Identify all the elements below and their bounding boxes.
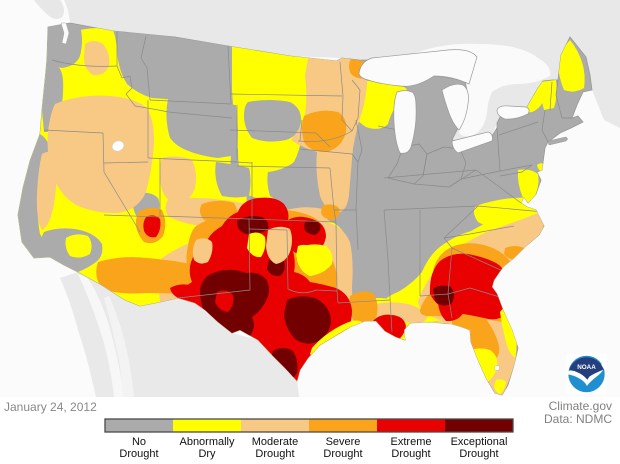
svg-text:Drought: Drought — [459, 448, 498, 460]
svg-text:Drought: Drought — [391, 448, 430, 460]
svg-text:Climate.gov: Climate.gov — [549, 399, 612, 413]
svg-text:Drought: Drought — [255, 448, 294, 460]
svg-text:Extreme: Extreme — [391, 436, 432, 448]
svg-text:Drought: Drought — [323, 448, 362, 460]
svg-text:January 24, 2012: January 24, 2012 — [4, 400, 97, 414]
svg-text:Dry: Dry — [198, 448, 216, 460]
svg-text:NOAA: NOAA — [577, 364, 596, 371]
svg-text:Severe: Severe — [326, 436, 361, 448]
svg-text:Drought: Drought — [119, 448, 158, 460]
svg-text:Exceptional: Exceptional — [451, 436, 508, 448]
svg-text:Abnormally: Abnormally — [179, 436, 235, 448]
svg-text:No: No — [132, 436, 146, 448]
svg-text:Moderate: Moderate — [252, 436, 298, 448]
svg-text:Data: NDMC: Data: NDMC — [544, 412, 612, 426]
